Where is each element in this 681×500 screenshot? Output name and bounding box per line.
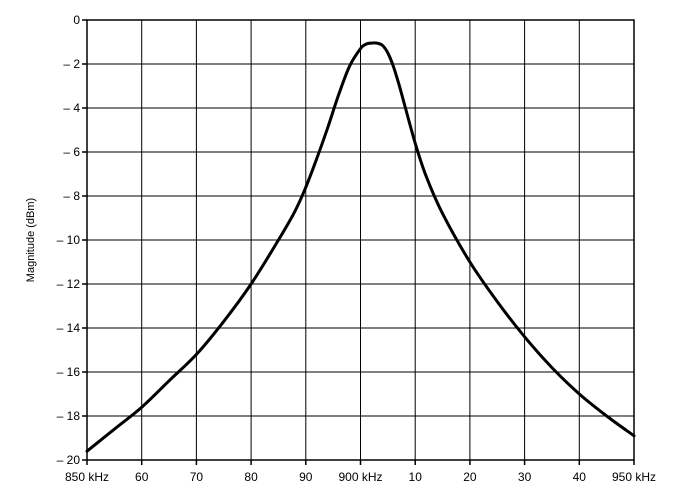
x-tick-label: 40	[573, 470, 587, 484]
x-tick-label: 850 kHz	[65, 470, 109, 484]
x-tick-label: 70	[190, 470, 204, 484]
x-tick-label: 30	[518, 470, 532, 484]
x-tick-label: 20	[463, 470, 477, 484]
y-tick-label: – 12	[57, 277, 81, 291]
y-tick-labels: 0 – 2 – 4 – 6 – 8 – 10 – 12 – 14 – 16 – 18 – 20	[57, 13, 81, 467]
series-lines	[85, 41, 636, 453]
grid	[87, 20, 634, 460]
x-tick-label: 900 kHz	[338, 470, 382, 484]
plot-frame	[86, 19, 635, 461]
tick-marks	[82, 19, 635, 465]
x-tick-label: 90	[299, 470, 313, 484]
y-tick-label: – 10	[57, 233, 81, 247]
x-tick-label: 10	[409, 470, 423, 484]
y-tick-label: – 2	[63, 57, 80, 71]
x-tick-label: 60	[135, 470, 149, 484]
y-tick-label: – 6	[63, 145, 80, 159]
y-tick-label: – 18	[57, 409, 81, 423]
y-tick-label: – 4	[63, 101, 80, 115]
y-tick-label: – 16	[57, 365, 81, 379]
y-tick-label: – 8	[63, 189, 80, 203]
x-tick-labels: 850 kHz 60 70 80 90 900 kHz 10 20 30 40 950 kHz	[65, 470, 656, 484]
x-tick-label: 80	[244, 470, 258, 484]
x-tick-label: 950 kHz	[612, 470, 656, 484]
y-tick-label: – 20	[57, 453, 81, 467]
y-tick-label: 0	[73, 13, 80, 27]
y-axis-title: Magnitude (dBm)	[25, 198, 37, 282]
y-tick-label: – 14	[57, 321, 81, 335]
magnitude-response-line	[85, 41, 636, 453]
